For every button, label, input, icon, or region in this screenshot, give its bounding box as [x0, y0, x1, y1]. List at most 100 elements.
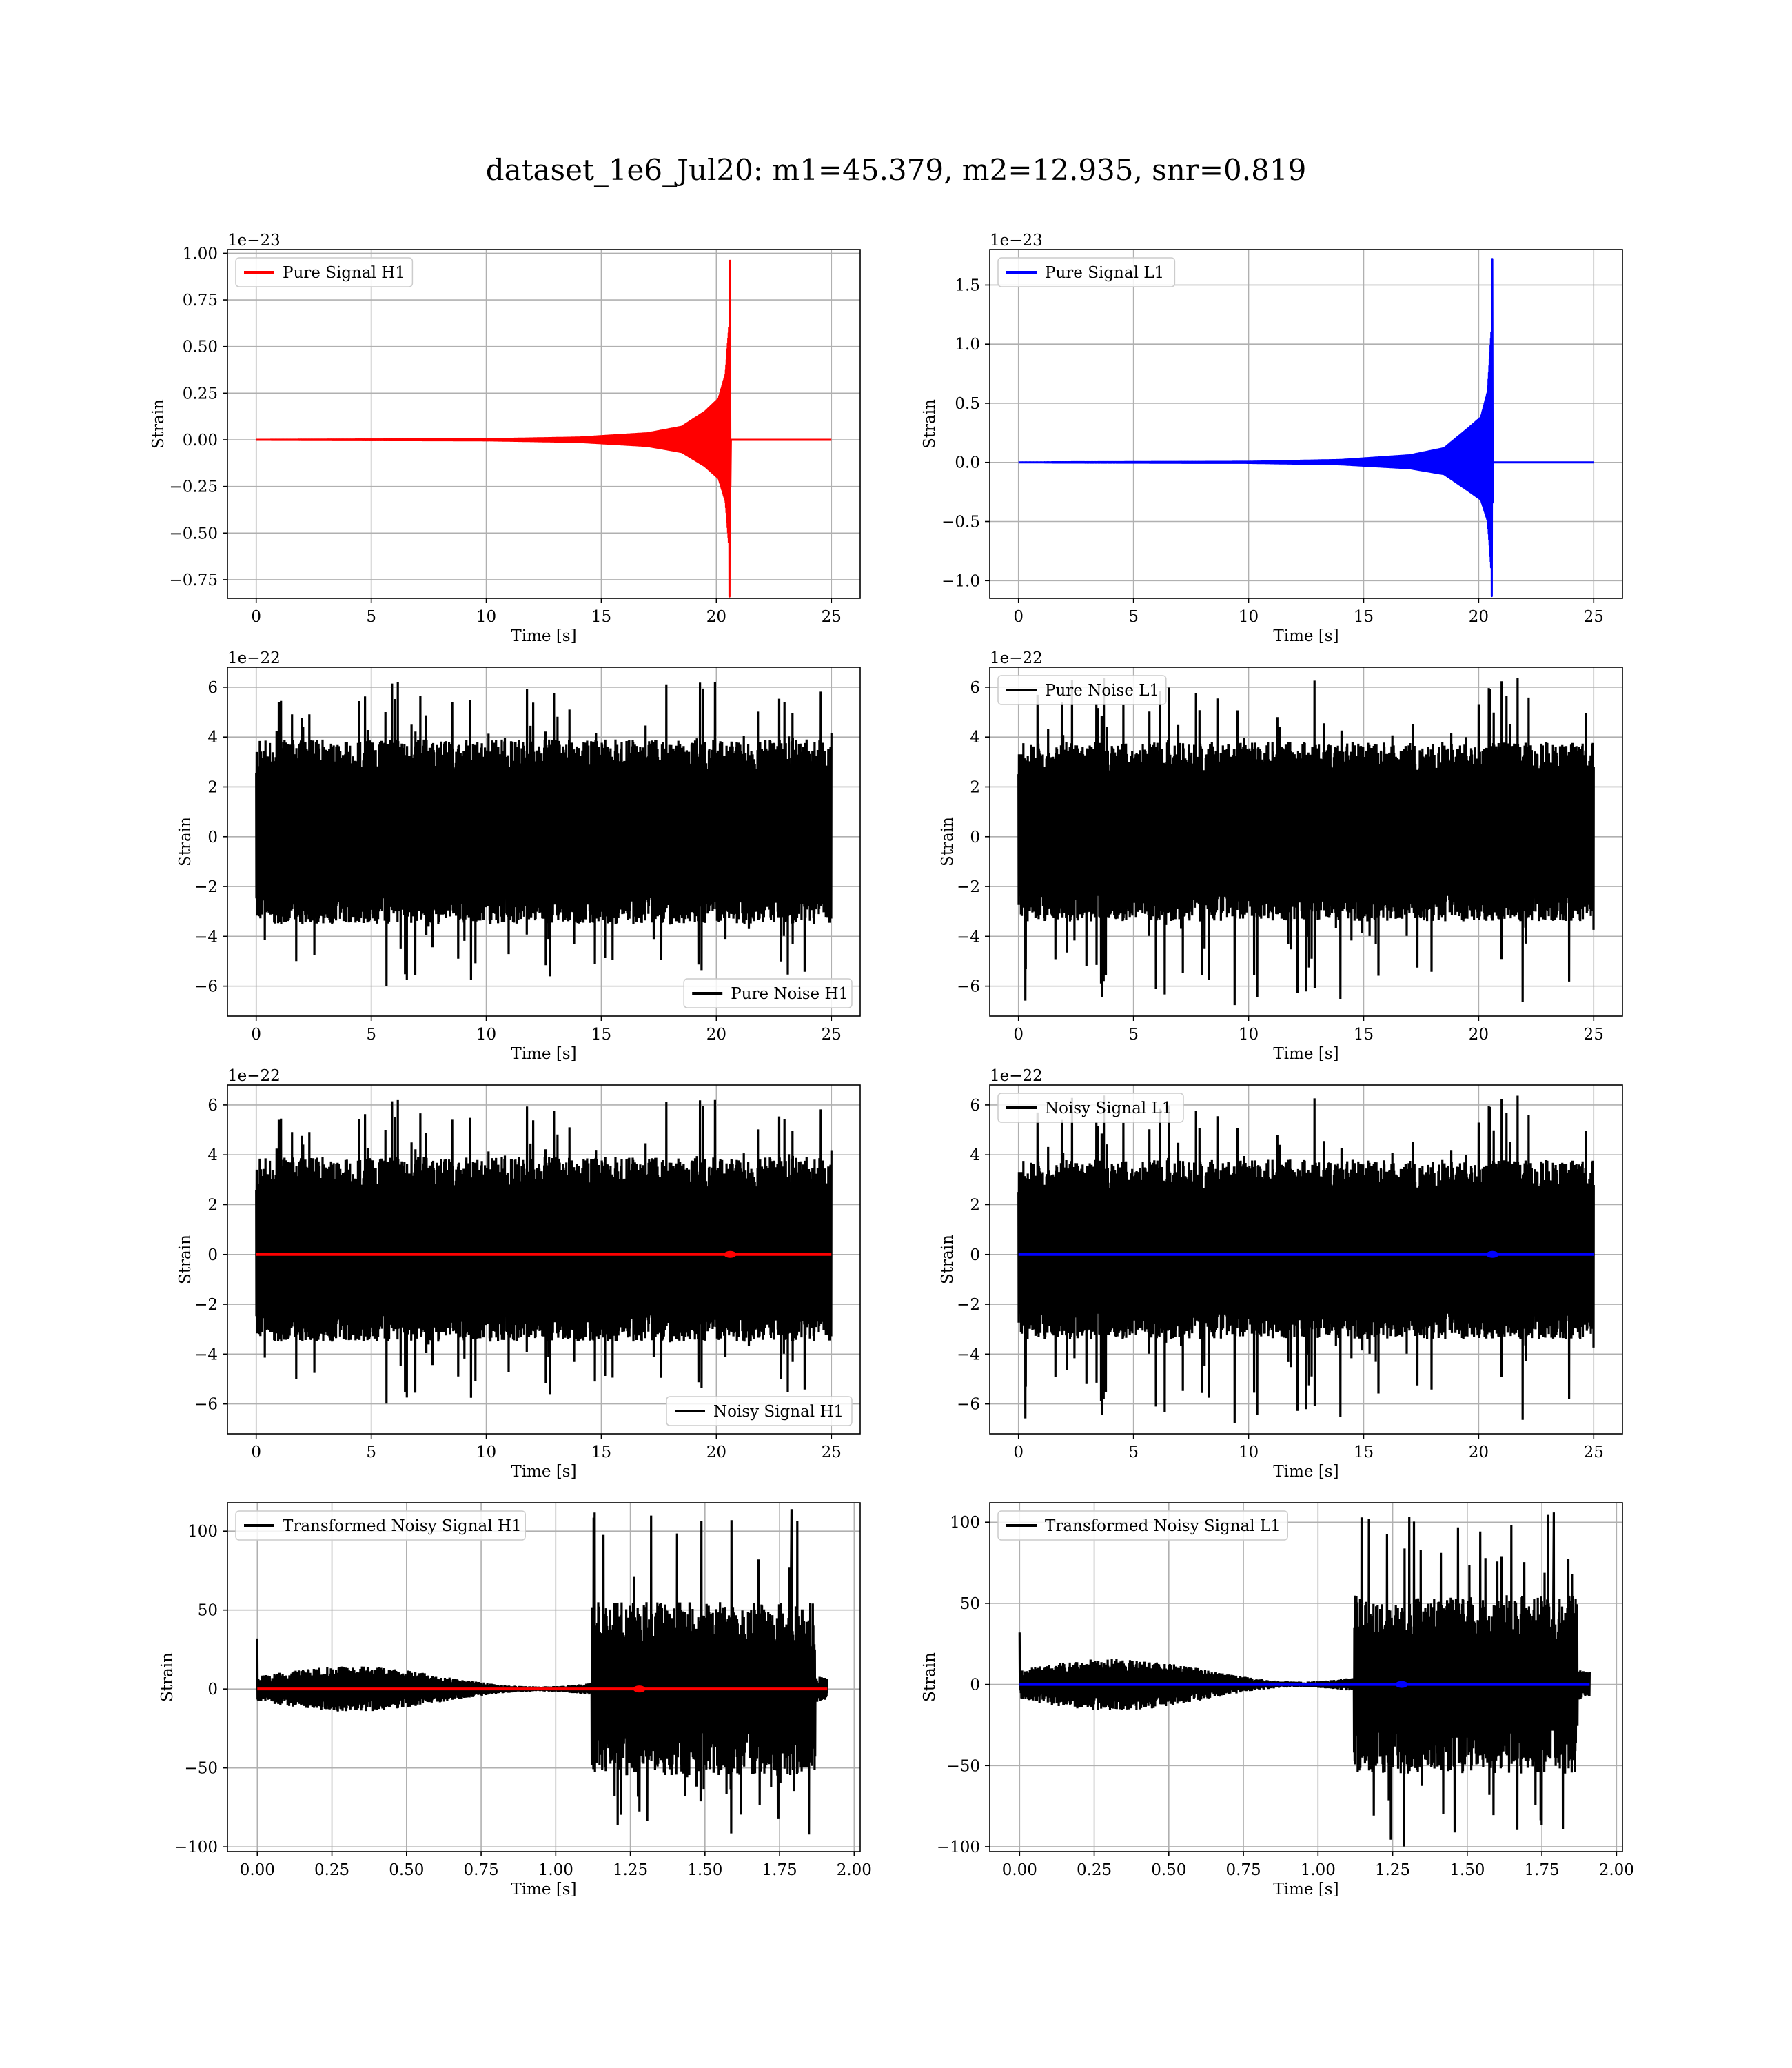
x-tick-label: 0.75 [463, 1861, 498, 1879]
axis-offset-text: 1e−22 [990, 1067, 1043, 1085]
x-tick-label: 0 [251, 608, 261, 626]
x-tick-label: 5 [366, 1443, 376, 1461]
x-tick-label: 20 [1469, 1443, 1489, 1461]
x-tick-label: 25 [1584, 608, 1604, 626]
x-tick-label: 10 [1239, 1026, 1259, 1044]
x-tick-label: 0.50 [389, 1861, 424, 1879]
y-tick-label: 1.00 [183, 245, 218, 263]
y-tick-label: −6 [194, 1396, 218, 1414]
y-tick-label: 0 [970, 1676, 980, 1694]
axes-frame [989, 249, 1623, 599]
x-tick-label: 20 [1469, 1026, 1489, 1044]
y-tick-label: −50 [946, 1757, 980, 1775]
x-axis-label: Time [s] [511, 1463, 576, 1481]
y-tick-label: 6 [207, 679, 218, 697]
x-tick-label: 0.25 [314, 1861, 349, 1879]
axis-offset-text: 1e−23 [227, 232, 281, 250]
y-tick-label: 1.0 [955, 336, 980, 354]
axis-offset-text: 1e−22 [227, 1067, 281, 1085]
x-tick-label: 0 [1013, 608, 1024, 626]
x-axis-label: Time [s] [511, 1045, 576, 1063]
y-tick-label: 0.75 [183, 292, 218, 310]
x-tick-label: 0 [251, 1443, 261, 1461]
legend-box [997, 1093, 1184, 1123]
y-tick-label: −4 [957, 928, 980, 946]
y-tick-label: −6 [194, 978, 218, 996]
x-tick-label: 25 [822, 1026, 842, 1044]
y-tick-label: 100 [187, 1523, 218, 1541]
chart-panel-pure-noise-l1: 0 5 10 15 20 25 −6 −4 −2 0 2 4 6 Time [s] Strain 1e−22P… [939, 649, 1623, 1063]
y-tick-label: 0 [207, 1681, 218, 1699]
legend: Transformed Noisy Signal L1 [997, 1510, 1288, 1541]
axis-offset-text: 1e−22 [227, 649, 281, 667]
x-tick-label: 2.00 [1599, 1861, 1634, 1879]
x-tick-label: 0 [251, 1026, 261, 1044]
chart-panel-transformed-noisy-signal-l1: 0.00 0.25 0.50 0.75 1.00 1.25 1.50 1.75 2.00 −100… [921, 1502, 1634, 1898]
legend-label: Transformed Noisy Signal L1 [1045, 1517, 1281, 1535]
legend-box [997, 675, 1167, 705]
noise-core [1018, 1188, 1594, 1314]
x-tick-label: 10 [476, 608, 496, 626]
x-tick-label: 10 [1239, 1443, 1259, 1461]
legend-label: Pure Signal H1 [283, 264, 405, 282]
x-tick-label: 5 [366, 1026, 376, 1044]
y-tick-label: 2 [207, 1196, 218, 1214]
y-axis-label: Strain [921, 399, 939, 449]
y-tick-label: 6 [207, 1097, 218, 1115]
y-tick-label: 0.5 [955, 395, 980, 413]
y-tick-label: 2 [970, 778, 980, 796]
x-tick-label: 0.25 [1077, 1861, 1112, 1879]
x-axis-label: Time [s] [1273, 1463, 1338, 1481]
y-tick-label: −2 [957, 878, 980, 896]
x-tick-label: 5 [1128, 1026, 1139, 1044]
y-tick-label: 4 [970, 729, 980, 747]
x-tick-label: 5 [1128, 1443, 1139, 1461]
x-tick-label: 0 [1013, 1026, 1024, 1044]
data-layer [255, 682, 833, 986]
x-axis-label: Time [s] [511, 627, 576, 645]
legend-box [683, 978, 853, 1008]
merger-marker [1395, 1681, 1408, 1688]
x-tick-label: 10 [1239, 608, 1259, 626]
y-tick-label: −0.75 [170, 571, 218, 589]
chart-panel-pure-signal-h1: 0 5 10 15 20 25 −0.75 −0.50 −0.25 0.00 0.25 0.50 0.7… [150, 232, 861, 645]
x-tick-label: 5 [1128, 608, 1139, 626]
legend: Transformed Noisy Signal H1 [235, 1510, 526, 1541]
legend: Pure Signal H1 [235, 257, 414, 287]
legend-label: Noisy Signal H1 [713, 1403, 844, 1421]
y-tick-label: −1.0 [941, 572, 980, 590]
y-axis-label: Strain [939, 817, 957, 866]
x-tick-label: 1.00 [538, 1861, 573, 1879]
merger-marker [724, 1250, 737, 1258]
y-tick-label: 6 [970, 1097, 980, 1115]
series-line-pure-signal-l1 [1017, 258, 1594, 598]
y-tick-label: 0 [970, 829, 980, 847]
x-tick-label: 15 [591, 1026, 611, 1044]
y-tick-label: 0.00 [183, 432, 218, 449]
x-axis-label: Time [s] [1273, 1881, 1338, 1898]
y-tick-label: 100 [950, 1514, 980, 1532]
x-tick-label: 20 [706, 1026, 726, 1044]
y-axis-label: Strain [176, 1235, 194, 1284]
y-tick-label: 2 [970, 1196, 980, 1214]
plot-area [990, 250, 1622, 598]
legend: Pure Noise L1 [997, 675, 1167, 705]
x-tick-label: 1.75 [1524, 1861, 1559, 1879]
x-axis-label: Time [s] [511, 1881, 576, 1898]
y-tick-label: 4 [207, 729, 218, 747]
x-tick-label: 1.25 [1375, 1861, 1410, 1879]
legend-box [997, 257, 1176, 287]
data-layer [255, 259, 832, 598]
x-tick-label: 25 [822, 608, 842, 626]
axes-frame [227, 1084, 861, 1435]
y-tick-label: −50 [184, 1760, 218, 1778]
x-tick-label: 1.00 [1301, 1861, 1336, 1879]
legend-box [235, 257, 414, 287]
x-tick-label: 0 [1013, 1443, 1024, 1461]
figure-title: dataset_1e6_Jul20: m1=45.379, m2=12.935,… [485, 153, 1307, 187]
merger-marker [633, 1685, 646, 1693]
series-line-transformed-noisy-signal-h1 [256, 1509, 828, 1835]
y-tick-label: 0.25 [183, 385, 218, 403]
y-tick-label: 4 [970, 1146, 980, 1164]
y-axis-label: Strain [150, 399, 167, 449]
